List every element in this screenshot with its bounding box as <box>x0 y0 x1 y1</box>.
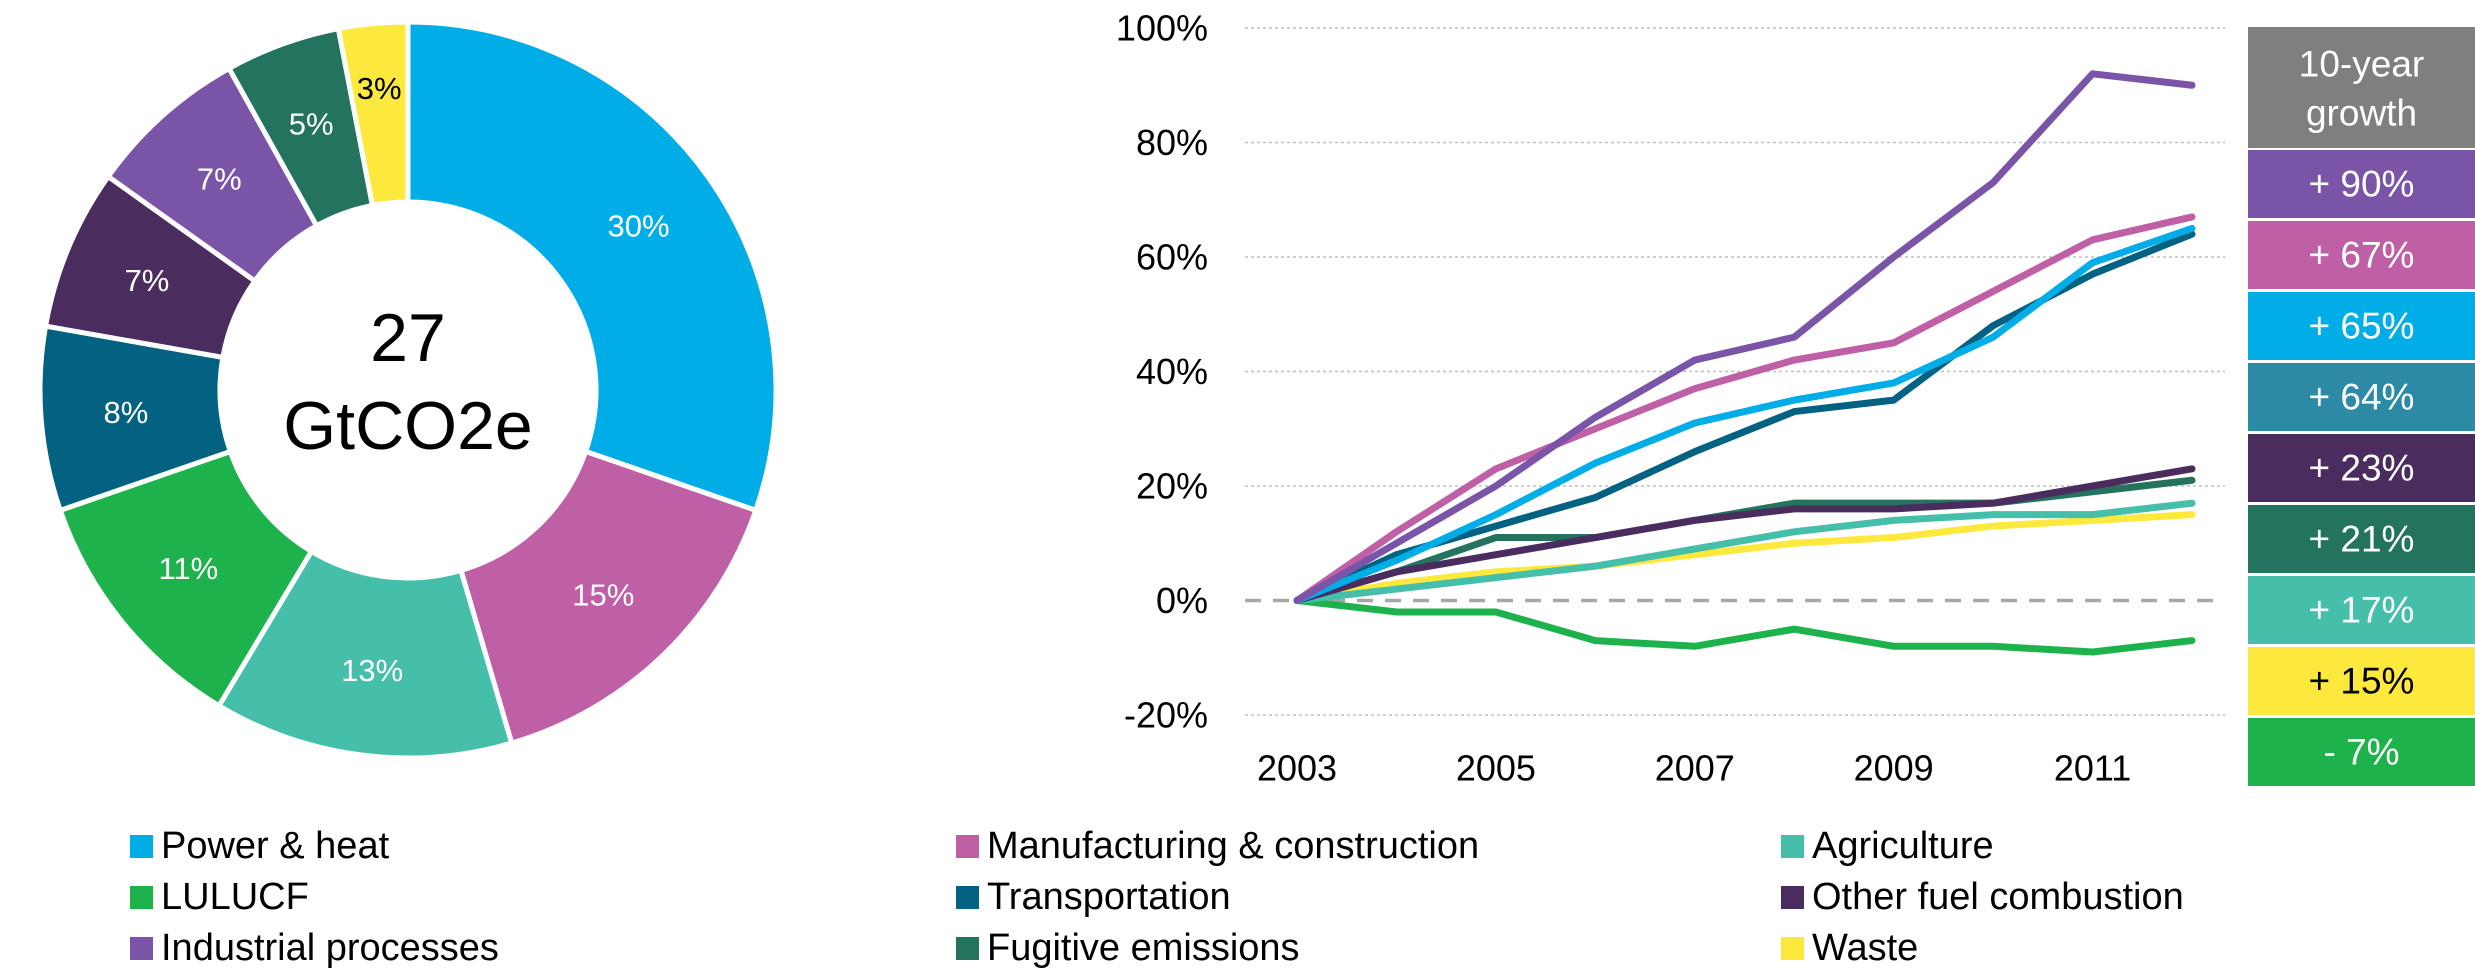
growth-row-65 <box>2248 292 2475 360</box>
line-chart: 100% 80% 60% 40% 20% 0% -20% 2003 2005 2007 2009 20… <box>1116 8 2225 789</box>
donut-center-unit: GtCO2e <box>283 388 532 464</box>
series-line-manufacturing-construction <box>1293 213 2196 604</box>
y-tick-label: 100% <box>1116 8 1208 49</box>
donut-slice-waste <box>335 19 411 209</box>
x-tick-label: 2005 <box>1456 748 1536 789</box>
growth-row-64 <box>2248 363 2475 431</box>
growth-row-label: + 65% <box>2309 306 2415 347</box>
y-tick-label: 40% <box>1136 351 1208 392</box>
legend-label-other-fuel-combustion: Other fuel combustion <box>1812 876 2184 918</box>
growth-row-label: + 90% <box>2309 164 2415 205</box>
donut-slice-lulucf <box>57 448 315 710</box>
donut-slice-label-transportation: 8% <box>103 395 148 430</box>
growth-table-header-text: 10-year <box>2299 44 2424 85</box>
growth-row-21 <box>2248 505 2475 573</box>
growth-table-header <box>2248 27 2475 148</box>
growth-row-7 <box>2248 718 2475 786</box>
donut-slice-label-industrial-processes: 7% <box>197 162 242 197</box>
donut-center-value: 27 <box>370 300 446 376</box>
donut-slice-label-agriculture: 13% <box>341 653 403 688</box>
y-tick-label: 20% <box>1136 466 1208 507</box>
legend-swatch-transportation <box>956 886 979 909</box>
x-tick-label: 2009 <box>1854 748 1934 789</box>
legend-label-waste: Waste <box>1812 927 1918 969</box>
series-line-industrial-processes <box>1293 70 2196 604</box>
donut-slice-label-power-heat: 30% <box>608 208 670 243</box>
legend-swatch-industrial-processes <box>130 937 153 960</box>
growth-row-label: + 64% <box>2309 377 2415 418</box>
y-tick-label: 0% <box>1156 580 1208 621</box>
x-tick-label: 2003 <box>1257 748 1337 789</box>
x-tick-label: 2011 <box>2054 748 2131 789</box>
legend-label-power-heat: Power & heat <box>161 825 390 867</box>
legend-swatch-other-fuel-combustion <box>1781 886 1804 909</box>
legend: Power & heat Manufacturing & construction… <box>130 825 2184 969</box>
series-line-lulucf <box>1293 597 2196 656</box>
legend-swatch-fugitive-emissions <box>956 937 979 960</box>
series-line-agriculture <box>1293 499 2196 604</box>
donut-slice-agriculture <box>215 547 515 761</box>
growth-row-15 <box>2248 647 2475 715</box>
legend-label-industrial-processes: Industrial processes <box>161 927 499 969</box>
donut-slice-label-manufacturing-construction: 15% <box>572 577 634 612</box>
y-tick-label: -20% <box>1124 695 1208 736</box>
legend-swatch-power-heat <box>130 835 153 858</box>
y-tick-label: 60% <box>1136 237 1208 278</box>
series-line-waste <box>1293 511 2196 604</box>
growth-row-23 <box>2248 434 2475 502</box>
legend-label-transportation: Transportation <box>987 876 1231 918</box>
series-line-other-fuel-combustion <box>1293 465 2196 604</box>
legend-label-agriculture: Agriculture <box>1812 825 1994 867</box>
series-line-power-heat <box>1293 224 2196 604</box>
donut-slice-label-waste: 3% <box>357 71 402 106</box>
donut-slice-label-fugitive-emissions: 5% <box>289 107 334 142</box>
legend-swatch-manufacturing-construction <box>956 835 979 858</box>
legend-swatch-waste <box>1781 937 1804 960</box>
legend-label-lulucf: LULUCF <box>161 876 309 918</box>
growth-table: 10-year growth + 90% + 67% + 65% + 64% + 23% + … <box>2248 27 2475 786</box>
legend-swatch-lulucf <box>130 886 153 909</box>
growth-row-label: - 7% <box>2323 732 2399 773</box>
growth-row-17 <box>2248 576 2475 644</box>
donut-slice-label-lulucf: 11% <box>158 551 218 586</box>
growth-table-header-text: growth <box>2306 93 2417 134</box>
y-tick-label: 80% <box>1136 122 1208 163</box>
growth-row-label: + 23% <box>2309 448 2415 489</box>
donut-chart: 30% 15% 13% 11% 8% 7% 7% 5% 3% 27 GtCO2e <box>37 19 779 761</box>
growth-row-label: + 17% <box>2309 590 2415 631</box>
growth-row-label: + 21% <box>2309 519 2415 560</box>
growth-row-label: + 67% <box>2309 235 2415 276</box>
growth-row-label: + 15% <box>2309 661 2415 702</box>
legend-label-fugitive-emissions: Fugitive emissions <box>987 927 1300 969</box>
donut-slice-manufacturing-construction <box>457 448 759 747</box>
legend-swatch-agriculture <box>1781 835 1804 858</box>
x-tick-label: 2007 <box>1655 748 1735 789</box>
donut-slice-power-heat <box>405 19 779 514</box>
growth-row-90 <box>2248 150 2475 218</box>
donut-slice-label-other-fuel-combustion: 7% <box>125 263 170 298</box>
legend-label-manufacturing-construction: Manufacturing & construction <box>987 825 1479 867</box>
growth-row-67 <box>2248 221 2475 289</box>
